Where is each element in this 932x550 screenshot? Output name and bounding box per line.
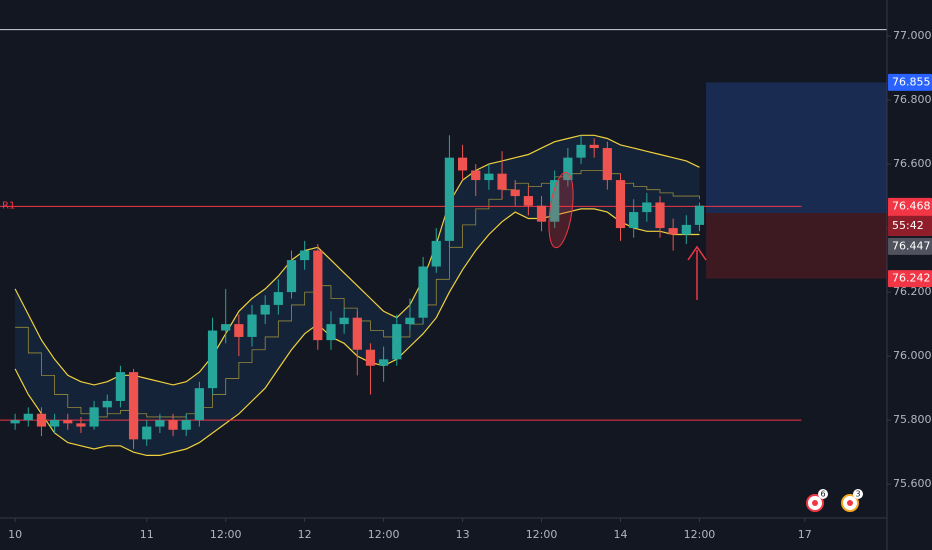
band-fill xyxy=(15,135,700,456)
x-tick-label: 12:00 xyxy=(210,528,242,541)
highlight-ellipse xyxy=(548,171,574,249)
event-badges: 6 3 xyxy=(806,489,863,512)
price-tag xyxy=(888,270,932,288)
candle-body xyxy=(102,400,112,408)
candle-body xyxy=(681,224,691,235)
time-axis-bg xyxy=(0,518,932,550)
candle-body xyxy=(234,324,244,337)
x-tick-label: 10 xyxy=(8,528,22,541)
candle-body xyxy=(194,388,204,421)
candle-body xyxy=(563,157,573,181)
candle-body xyxy=(379,359,389,366)
x-tick-label: 12 xyxy=(298,528,312,541)
candle-body xyxy=(181,420,191,430)
candle-body xyxy=(63,420,73,424)
candle-body xyxy=(576,144,586,158)
y-tick-label: 76.000 xyxy=(893,349,932,362)
price-tag-label: 76.447 xyxy=(892,239,931,252)
y-tick-label: 75.800 xyxy=(893,413,932,426)
event-icon-dot xyxy=(812,500,818,506)
candle-body xyxy=(602,148,612,181)
badge-count: 6 xyxy=(820,490,825,499)
candle-body xyxy=(444,157,455,241)
candle-body xyxy=(221,324,231,331)
event-icon-dot xyxy=(847,500,853,506)
candle-body xyxy=(352,317,362,350)
x-tick-label: 11 xyxy=(140,528,154,541)
candle-body xyxy=(89,407,99,427)
candle-body xyxy=(418,266,428,318)
candle-body xyxy=(115,372,126,401)
candle-body xyxy=(128,372,139,440)
y-tick-label: 76.800 xyxy=(893,93,932,106)
badge-bubble xyxy=(818,489,828,499)
candle-body xyxy=(339,317,349,325)
candle-body xyxy=(510,189,520,197)
candle-body xyxy=(497,173,507,190)
candle-body xyxy=(589,144,599,149)
x-tick-label: 12:00 xyxy=(684,528,716,541)
candle-body xyxy=(142,426,152,440)
candle-body xyxy=(76,423,86,427)
price-tag-label: 76.468 xyxy=(892,199,931,212)
y-tick-label: 76.200 xyxy=(893,285,932,298)
badge-bubble xyxy=(853,489,863,499)
candle-body xyxy=(484,173,494,181)
candle-body xyxy=(642,202,652,213)
candle-body xyxy=(286,260,297,293)
x-tick-label: 12:00 xyxy=(526,528,558,541)
target-zone xyxy=(706,82,887,214)
candle-body xyxy=(273,292,283,305)
y-tick-label: 77.000 xyxy=(893,29,932,42)
y-tick-label: 76.600 xyxy=(893,157,932,170)
annotation-layer xyxy=(548,171,707,300)
candle-body xyxy=(668,228,678,235)
candle-body xyxy=(536,205,547,222)
countdown-bg xyxy=(888,215,932,236)
arrow-head xyxy=(687,245,707,261)
candle-body xyxy=(471,170,481,181)
data-layer xyxy=(10,135,705,449)
candle-body xyxy=(36,413,47,427)
price-tag-label: 76.242 xyxy=(892,272,931,285)
candle-body xyxy=(392,324,402,360)
x-tick-label: 13 xyxy=(456,528,470,541)
candle-body xyxy=(457,157,468,171)
price-tag xyxy=(888,73,932,91)
candle-body xyxy=(326,324,336,341)
candle-body xyxy=(431,240,441,267)
candle-body xyxy=(300,250,310,261)
countdown: 55:42 xyxy=(892,219,924,232)
candle-body xyxy=(694,205,705,225)
x-tick-label: 17 xyxy=(798,528,812,541)
price-tag xyxy=(888,237,932,255)
y-tick-label: 75.600 xyxy=(893,477,932,490)
candle-body xyxy=(50,420,60,427)
candle-body xyxy=(523,196,533,206)
price-tag-label: 76.855 xyxy=(892,75,931,88)
candle-body xyxy=(629,212,639,229)
stop-zone xyxy=(706,213,887,279)
candle-body xyxy=(10,420,20,424)
line-label: R1 xyxy=(2,200,15,211)
candle-body xyxy=(260,304,270,315)
x-tick-label: 14 xyxy=(614,528,628,541)
candle-body xyxy=(405,317,415,325)
candle-body xyxy=(168,420,178,430)
candle-body xyxy=(655,202,665,229)
x-tick-label: 12:00 xyxy=(368,528,400,541)
candle-body xyxy=(550,180,560,222)
candle-body xyxy=(155,420,165,427)
candle-body xyxy=(207,330,218,389)
candle-body xyxy=(313,250,323,341)
candle-body xyxy=(365,349,376,366)
candle-body xyxy=(615,180,626,229)
candle-body xyxy=(247,314,257,337)
candle-body xyxy=(23,413,33,421)
badge-count: 3 xyxy=(855,490,860,499)
